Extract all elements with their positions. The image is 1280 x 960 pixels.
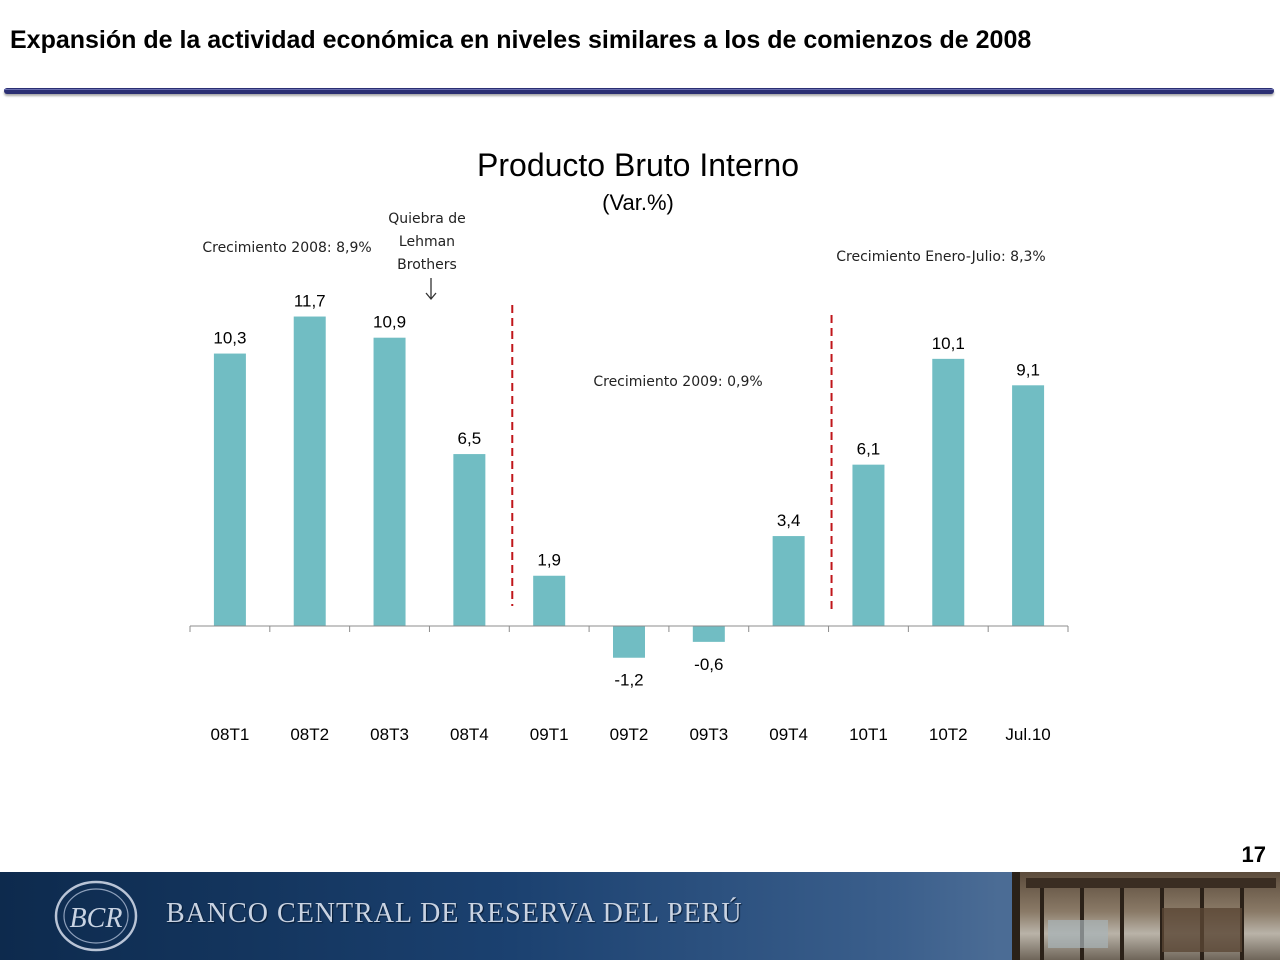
- value-label: 6,1: [857, 440, 881, 459]
- title-rule: [4, 88, 1274, 94]
- bar-08T4: [453, 454, 486, 626]
- value-label: 3,4: [777, 511, 801, 530]
- category-label: 09T1: [530, 725, 569, 744]
- annotation-lehman-line-2: Lehman: [399, 234, 455, 250]
- category-label: 08T4: [450, 725, 489, 744]
- bcrp-logo-icon: BCR: [54, 880, 138, 952]
- annotation-growth-2008: Crecimiento 2008: 8,9%: [202, 240, 371, 256]
- bar-09T2: [613, 626, 645, 658]
- annotation-lehman-line-1: Quiebra de: [388, 211, 466, 227]
- bar-08T3: [373, 337, 406, 626]
- bar-09T1: [533, 575, 566, 626]
- logo-text: BCR: [70, 903, 123, 934]
- category-label: 08T3: [370, 725, 409, 744]
- value-label: 1,9: [537, 551, 561, 570]
- bar-Jul.10: [1012, 385, 1045, 626]
- chart-subtitle: (Var.%): [602, 190, 674, 215]
- pbi-bar-chart: Producto Bruto Interno (Var.%) 10,311,71…: [189, 147, 1069, 744]
- chart-title: Producto Bruto Interno: [477, 147, 799, 183]
- value-label: 9,1: [1016, 360, 1040, 379]
- category-label: 09T4: [769, 725, 808, 744]
- category-label: 09T3: [689, 725, 728, 744]
- category-label: 09T2: [610, 725, 649, 744]
- category-label: Jul.10: [1005, 725, 1050, 744]
- category-label: 10T2: [929, 725, 968, 744]
- value-label: 10,9: [373, 313, 406, 332]
- bar-08T1: [213, 353, 246, 626]
- bar-09T4: [772, 536, 805, 626]
- annotation-growth-jan-jul: Crecimiento Enero-Julio: 8,3%: [836, 249, 1045, 265]
- slide-title: Expansión de la actividad económica en n…: [10, 26, 1032, 54]
- bar-08T2: [293, 316, 326, 626]
- footer-banner: BCR BANCO CENTRAL DE RESERVA DEL PERÚ: [0, 872, 1280, 960]
- category-labels: 08T1 08T2 08T3 08T4 09T1 09T2 09T3 09T4 10T1 10T2…: [211, 725, 1051, 744]
- bar-10T2: [932, 358, 965, 626]
- value-label: 11,7: [294, 292, 326, 311]
- bank-name: BANCO CENTRAL DE RESERVA DEL PERÚ: [166, 898, 743, 929]
- bars: [213, 316, 1045, 658]
- value-label: 10,1: [932, 334, 965, 353]
- category-label: 08T1: [211, 725, 250, 744]
- value-labels: 10,3 11,7 10,9 6,5 1,9 -1,2 -0,6 3,4 6,1 10,1 9,1: [213, 292, 1040, 690]
- annotation-lehman: Quiebra de Lehman Brothers: [388, 211, 466, 273]
- page-number: 17: [1241, 842, 1266, 867]
- period-dividers: [511, 305, 833, 613]
- lehman-arrow-icon: [425, 278, 437, 301]
- annotation-growth-2009: Crecimiento 2009: 0,9%: [593, 374, 762, 390]
- category-label: 08T2: [290, 725, 329, 744]
- value-label: -1,2: [614, 671, 643, 690]
- value-label: 10,3: [213, 329, 246, 348]
- category-label: 10T1: [849, 725, 888, 744]
- value-label: 6,5: [458, 429, 482, 448]
- value-label: -0,6: [694, 655, 723, 674]
- annotation-lehman-line-3: Brothers: [397, 257, 457, 273]
- bar-09T3: [692, 626, 725, 642]
- x-axis-ticks: [189, 626, 1069, 632]
- bar-10T1: [852, 464, 885, 626]
- building-photo: [1012, 872, 1280, 960]
